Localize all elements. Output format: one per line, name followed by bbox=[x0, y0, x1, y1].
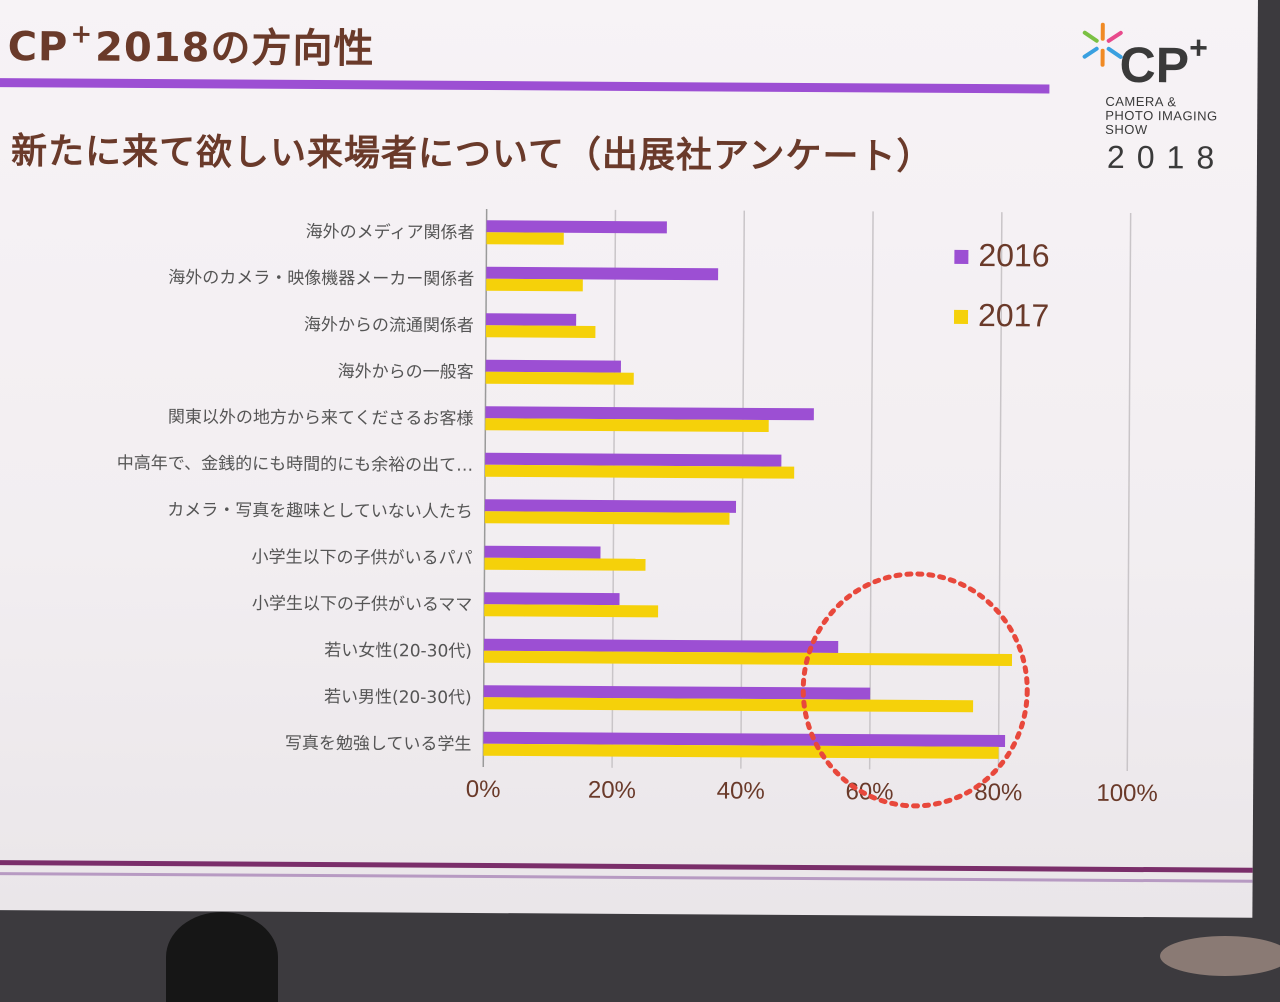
footer-rule bbox=[0, 860, 1253, 873]
category-label: 若い男性(20-30代) bbox=[324, 687, 472, 708]
category-label: 関東以外の地方から来てくださるお客様 bbox=[168, 407, 474, 429]
audience-shape bbox=[1160, 936, 1280, 976]
logo-mark-plus: + bbox=[1189, 29, 1208, 65]
gridline bbox=[741, 211, 744, 769]
bar-chart: 0%20%40%60%80%100%海外のメディア関係者海外のカメラ・映像機器メ… bbox=[0, 190, 1257, 838]
x-tick-label: 80% bbox=[974, 779, 1022, 806]
legend-label-2017: 2017 bbox=[978, 297, 1049, 333]
bar-2017 bbox=[484, 604, 658, 617]
category-label: 小学生以下の子供がいるパパ bbox=[251, 547, 472, 568]
bar-2017 bbox=[484, 697, 974, 712]
bar-2016 bbox=[484, 639, 838, 653]
bar-2017 bbox=[485, 418, 768, 432]
gridline bbox=[1127, 213, 1130, 771]
logo-year: 2018 bbox=[1107, 139, 1226, 177]
legend-swatch-2017 bbox=[954, 310, 968, 324]
category-label: 小学生以下の子供がいるママ bbox=[252, 594, 472, 615]
bar-2016 bbox=[486, 313, 576, 326]
logo-caption: CAMERA & PHOTO IMAGING SHOW bbox=[1105, 95, 1218, 138]
category-label: 海外からの流通関係者 bbox=[304, 315, 474, 336]
presentation-slide: CP+2018の方向性 CP+ CAMERA & PHOTO IMAGING S… bbox=[0, 0, 1258, 918]
gridline bbox=[612, 210, 615, 768]
bar-2017 bbox=[486, 279, 583, 292]
title-plus: + bbox=[70, 19, 93, 49]
x-tick-label: 40% bbox=[717, 777, 765, 804]
legend-label-2016: 2016 bbox=[978, 237, 1049, 273]
gridline bbox=[998, 212, 1001, 770]
category-label: 海外のカメラ・映像機器メーカー関係者 bbox=[168, 268, 474, 290]
bar-2017 bbox=[486, 232, 563, 244]
bar-2016 bbox=[484, 685, 870, 699]
slide-subtitle: 新たに来て欲しい来場者について（出展社アンケート） bbox=[11, 122, 934, 180]
cp-plus-logo: CP+ CAMERA & PHOTO IMAGING SHOW 2018 bbox=[1079, 11, 1250, 172]
logo-mark-cp: CP bbox=[1119, 37, 1189, 93]
title-underline bbox=[0, 78, 1049, 93]
bar-2016 bbox=[486, 267, 718, 280]
bar-2017 bbox=[484, 651, 1012, 666]
gridline bbox=[483, 209, 486, 767]
bar-2017 bbox=[486, 372, 634, 385]
bar-2016 bbox=[485, 546, 601, 559]
category-label: 中高年で、金銭的にも時間的にも余裕の出て… bbox=[117, 454, 473, 476]
footer-rule-thin bbox=[0, 872, 1253, 883]
category-label: 写真を勉強している学生 bbox=[285, 734, 472, 755]
bar-2017 bbox=[485, 511, 730, 524]
bar-2016 bbox=[484, 592, 619, 605]
x-tick-label: 100% bbox=[1096, 780, 1158, 807]
bar-2017 bbox=[486, 325, 596, 338]
gridline bbox=[870, 211, 873, 769]
category-label: 海外のメディア関係者 bbox=[306, 221, 475, 243]
bar-2016 bbox=[486, 360, 621, 373]
bar-2016 bbox=[485, 406, 814, 420]
bar-2016 bbox=[485, 453, 781, 467]
category-label: 若い女性(20-30代) bbox=[324, 641, 472, 662]
category-label: 海外からの一般客 bbox=[338, 362, 474, 383]
audience-head-silhouette bbox=[166, 912, 278, 1002]
x-tick-label: 0% bbox=[466, 776, 501, 803]
category-label: カメラ・写真を趣味としていない人たち bbox=[167, 500, 473, 522]
title-rest: 2018の方向性 bbox=[95, 25, 375, 73]
logo-line-3: SHOW bbox=[1105, 123, 1218, 138]
logo-mark: CP+ bbox=[1119, 17, 1208, 96]
legend-swatch-2016 bbox=[954, 250, 968, 264]
title-cp: CP bbox=[8, 24, 69, 70]
bar-2016 bbox=[485, 499, 736, 513]
bar-2016 bbox=[487, 220, 667, 233]
bar-2017 bbox=[484, 558, 645, 571]
x-tick-label: 20% bbox=[588, 777, 636, 804]
slide-title: CP+2018の方向性 bbox=[7, 14, 374, 74]
bar-2017 bbox=[485, 465, 794, 479]
